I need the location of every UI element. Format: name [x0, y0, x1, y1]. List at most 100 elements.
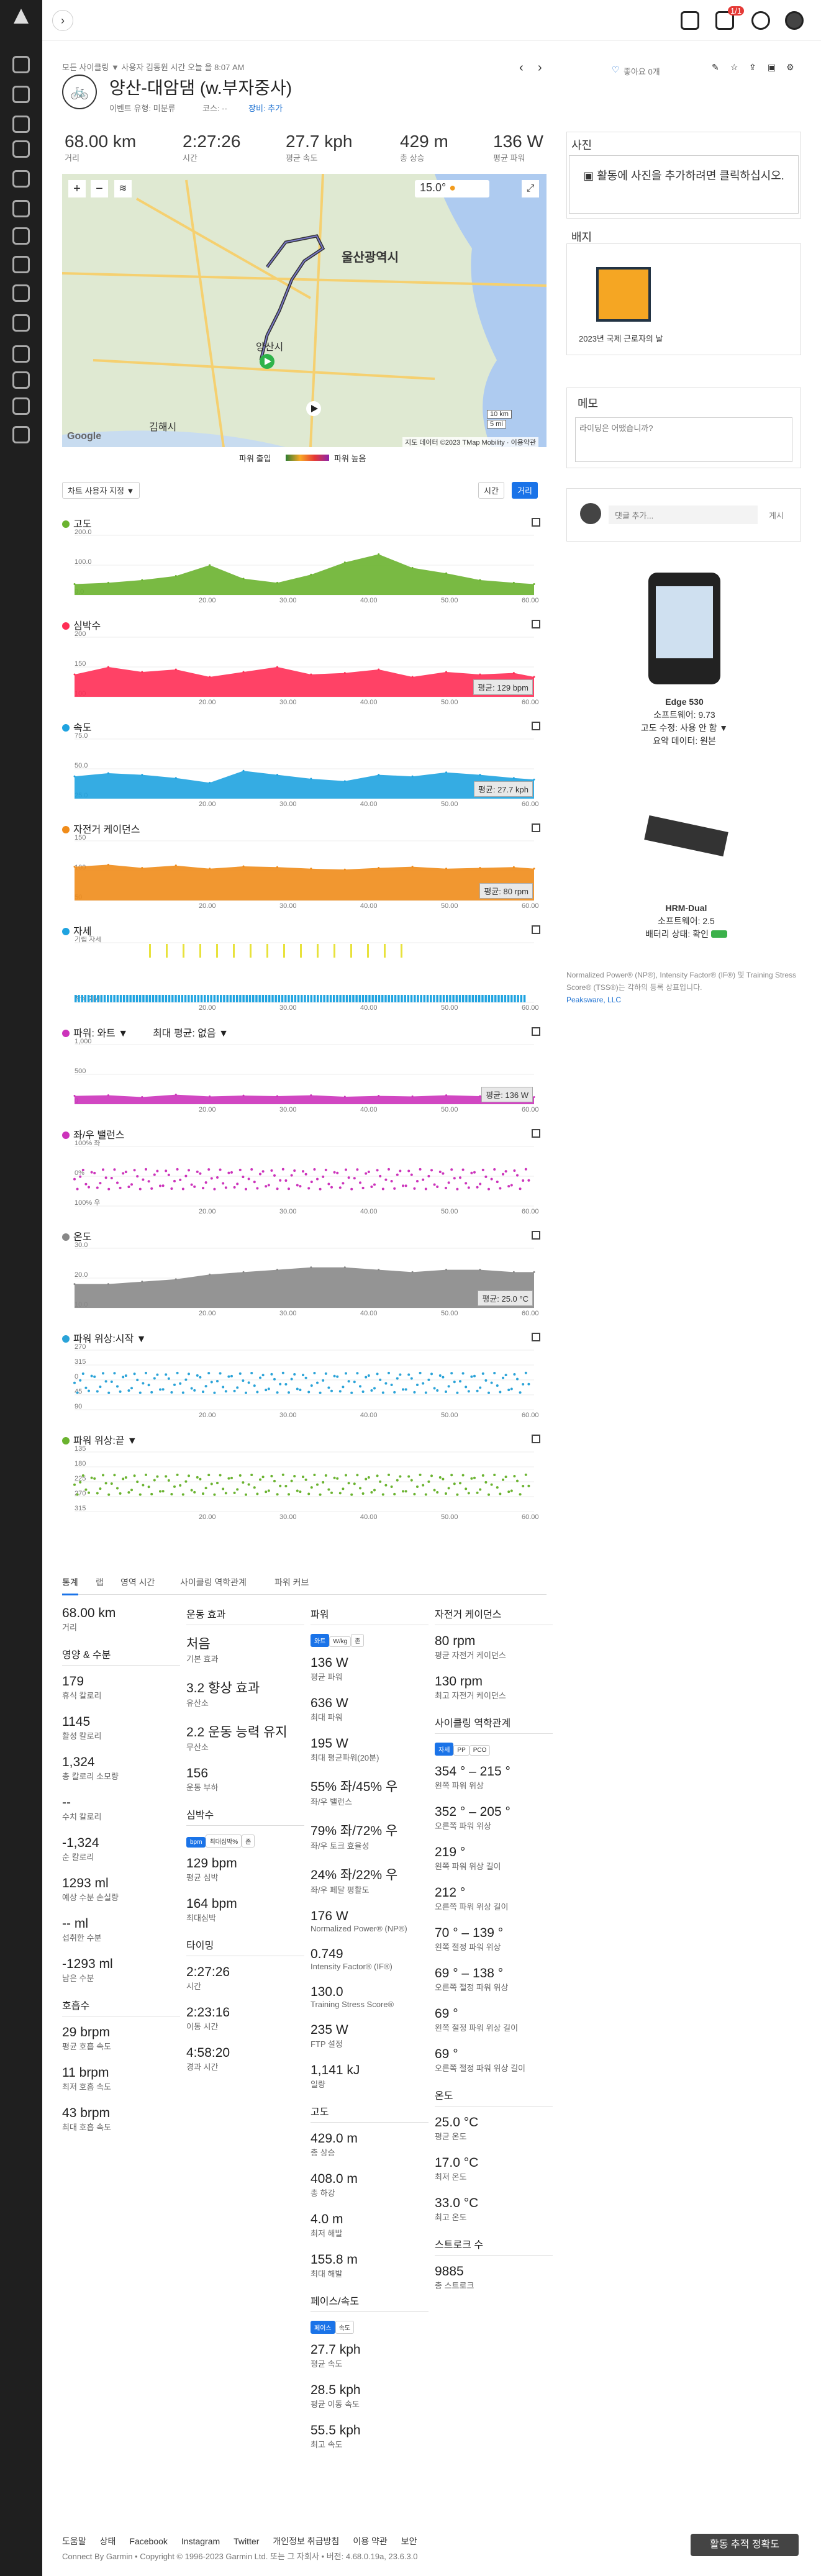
footer-link[interactable]: 보안	[401, 2536, 417, 2546]
time-toggle[interactable]: 시간	[478, 482, 504, 499]
inbox-icon[interactable]	[715, 11, 734, 30]
stats-icon[interactable]	[12, 284, 30, 302]
tab-4[interactable]: 파워 커브	[274, 1577, 309, 1587]
distance-toggle[interactable]: 거리	[512, 482, 538, 499]
badges-icon[interactable]	[12, 371, 30, 389]
health-icon[interactable]	[12, 200, 30, 217]
unit-button[interactable]: 존	[242, 1834, 255, 1848]
peaksware-link[interactable]: Peaksware, LLC	[566, 995, 622, 1004]
chart-title-text[interactable]: 파워 위상:시작 ▼	[73, 1334, 147, 1345]
expand-chart-icon[interactable]	[532, 620, 540, 628]
chart-title-text[interactable]: 속도	[73, 723, 92, 733]
tab-2[interactable]: 영역 시간	[120, 1577, 155, 1587]
chart-title-text[interactable]: 자세	[73, 927, 92, 937]
avatar[interactable]	[785, 11, 804, 30]
comment-post-button[interactable]: 게시	[769, 511, 784, 520]
gear-icon[interactable]	[12, 426, 30, 443]
map-attribution[interactable]: 지도 데이터 ©2023 TMap Mobility · 이용약관	[402, 437, 539, 447]
unit-button[interactable]: 와트	[311, 1634, 330, 1647]
unit-button[interactable]: bpm	[186, 1837, 206, 1848]
memo-input[interactable]: 라이딩은 어땠습니까?	[575, 417, 792, 462]
chart-title-text[interactable]: 파워 위상:끝 ▼	[73, 1436, 137, 1446]
footer-link[interactable]: 도움말	[62, 2536, 86, 2546]
footer-link[interactable]: Facebook	[129, 2536, 168, 2546]
course[interactable]: 코스: --	[202, 104, 227, 113]
add-photo-area[interactable]: ▣ 활동에 사진을 추가하려면 클릭하십시오.	[569, 155, 799, 214]
tab-0[interactable]: 통계	[62, 1576, 78, 1595]
footer-link[interactable]: 이용 약관	[353, 2536, 388, 2546]
footer-link[interactable]: 상태	[99, 2536, 116, 2546]
page-title[interactable]: 양산-대암댐 (w.부자중사)	[109, 78, 293, 98]
lock-icon[interactable]: ▣	[768, 62, 776, 72]
data-point	[310, 778, 312, 780]
zoom-in-button[interactable]: +	[68, 180, 86, 197]
unit-button[interactable]: 페이스	[311, 2321, 335, 2334]
groups-icon[interactable]	[12, 345, 30, 363]
expand-chart-icon[interactable]	[532, 925, 540, 934]
star-icon[interactable]: ☆	[730, 62, 738, 72]
footer-link[interactable]: 개인정보 취급방침	[273, 2536, 340, 2546]
expand-chart-icon[interactable]	[532, 722, 540, 730]
footer-link[interactable]: Instagram	[181, 2536, 220, 2546]
tab-3[interactable]: 사이클링 역학관계	[180, 1577, 247, 1587]
footer-link[interactable]: Twitter	[234, 2536, 260, 2546]
unit-button[interactable]: 최대심박%	[206, 1834, 242, 1848]
unit-button[interactable]: 자세	[435, 1743, 454, 1756]
chart-title-text[interactable]: 파워: 와트 ▼	[73, 1028, 129, 1039]
expand-chart-icon[interactable]	[532, 1435, 540, 1443]
performance-icon[interactable]	[12, 227, 30, 245]
expand-chart-icon[interactable]	[532, 1333, 540, 1341]
unit-button[interactable]: W/kg	[329, 1636, 352, 1647]
unit-button[interactable]: PP	[453, 1745, 469, 1756]
scatter-point	[199, 1172, 202, 1175]
next-arrow-icon[interactable]: ›	[538, 61, 542, 75]
breadcrumb[interactable]: 모든 사이클링 ▼ 사용자 김동원 시간 오늘 을 8:07 AM	[62, 63, 245, 72]
data-point	[107, 772, 109, 774]
unit-button[interactable]: 존	[351, 1634, 365, 1647]
expand-chart-icon[interactable]	[532, 1231, 540, 1240]
zoom-out-button[interactable]: −	[91, 180, 108, 197]
bulb-icon[interactable]	[751, 11, 770, 30]
chart-title-text[interactable]: 고도	[73, 519, 92, 530]
edit-icon[interactable]: ✎	[712, 62, 719, 72]
reports-icon[interactable]	[12, 140, 30, 158]
unit-button[interactable]: 속도	[335, 2321, 355, 2334]
calendar-icon[interactable]	[12, 116, 30, 133]
scatter-point	[196, 1476, 199, 1479]
gear-link[interactable]: 장비: 추가	[248, 104, 283, 113]
expand-chart-icon[interactable]	[532, 823, 540, 832]
upload-icon[interactable]	[681, 11, 699, 30]
dashboard-icon[interactable]	[12, 56, 30, 73]
insights-icon[interactable]	[12, 256, 30, 273]
fullscreen-icon[interactable]: ⤢	[522, 180, 539, 197]
gear-icon[interactable]: ⚙	[786, 62, 794, 72]
comment-input[interactable]: 댓글 추가...	[609, 506, 758, 524]
trophy-icon[interactable]	[12, 397, 30, 415]
like-icon[interactable]: ♡	[612, 65, 620, 75]
map[interactable]: + − ≋ 15.0° ● ⤢ 울산광역시 양산시 김해시 Google 10 …	[62, 174, 547, 447]
max-avg-dropdown[interactable]: 최대 평균: 없음 ▼	[153, 1028, 229, 1039]
chart-title-text[interactable]: 심박수	[73, 621, 101, 632]
activities-icon[interactable]	[12, 86, 30, 103]
connections-icon[interactable]	[12, 314, 30, 332]
expand-chart-icon[interactable]	[532, 518, 540, 527]
customize-charts-dropdown[interactable]: 차트 사용자 지정 ▼	[62, 482, 140, 499]
tab-1[interactable]: 랩	[96, 1577, 104, 1587]
share-icon[interactable]: ⇪	[749, 62, 756, 72]
chart-title-text[interactable]: 좌/우 밸런스	[73, 1130, 125, 1141]
feedback-button[interactable]: 활동 추적 정확도	[691, 2534, 799, 2556]
expand-chart-icon[interactable]	[532, 1129, 540, 1138]
chart-title-text[interactable]: 온도	[73, 1232, 92, 1243]
unit-button[interactable]: PCO	[469, 1745, 491, 1756]
event-type[interactable]: 이벤트 유형: 미분류	[109, 104, 176, 113]
chart-title-text[interactable]: 자전거 케이던스	[73, 825, 140, 835]
expand-sidebar-button[interactable]: ›	[52, 10, 73, 31]
garmin-logo-icon[interactable]	[12, 7, 30, 25]
prev-arrow-icon[interactable]: ‹	[519, 61, 524, 75]
expand-chart-icon[interactable]	[532, 1027, 540, 1036]
training-icon[interactable]	[12, 170, 30, 188]
altitude-correction[interactable]: 고도 수정: 사용 안 함 ▼	[640, 723, 728, 733]
layers-icon[interactable]: ≋	[114, 180, 132, 197]
badge-icon[interactable]	[596, 267, 651, 322]
stat-value: 69 °	[435, 2007, 458, 2021]
